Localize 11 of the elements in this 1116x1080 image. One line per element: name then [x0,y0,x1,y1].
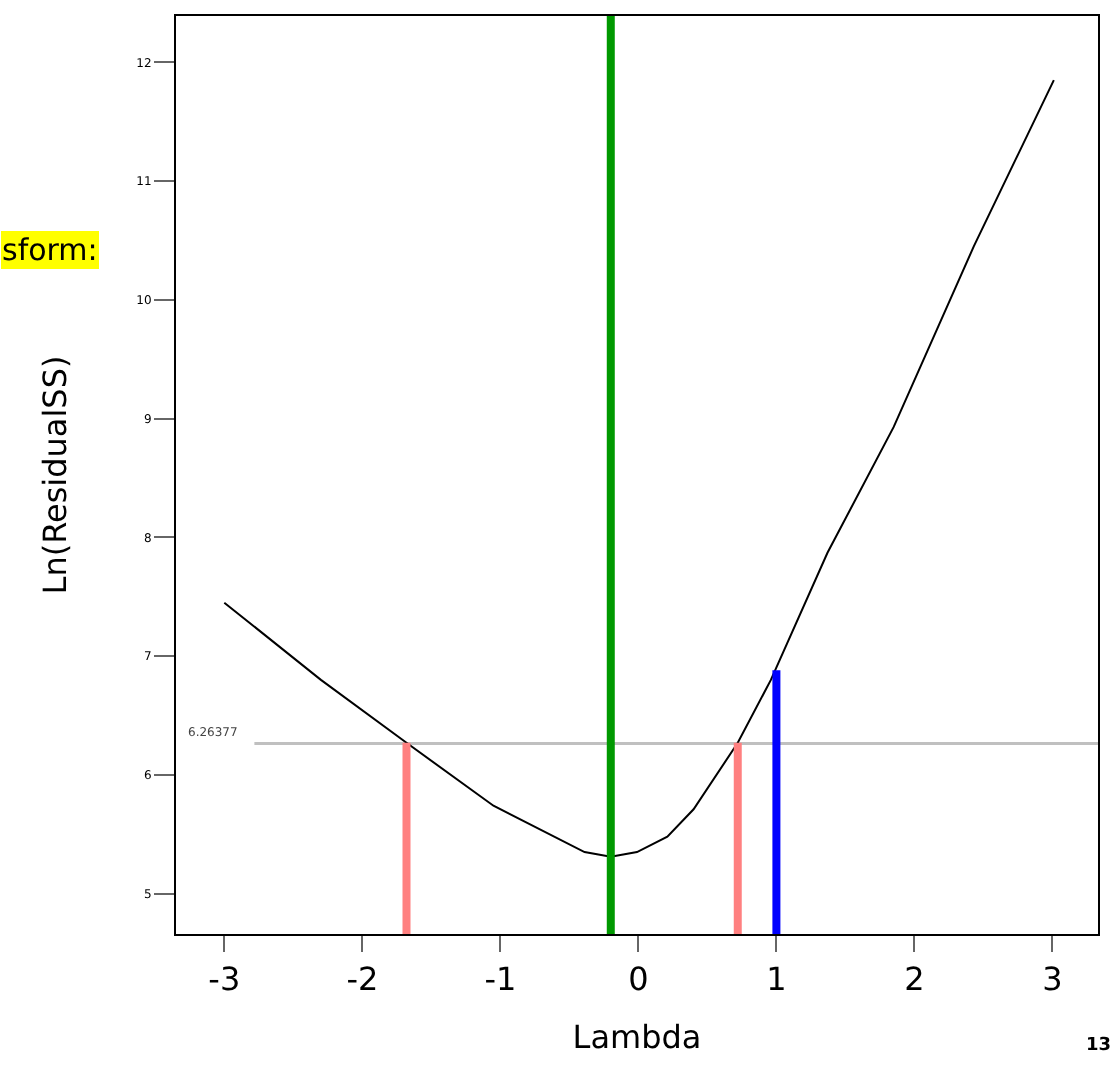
text: sform: [2,232,98,268]
text: 13 [1086,1036,1112,1056]
x-axis-title: Lambda [572,1017,702,1056]
x-tick-label: 1 [766,960,787,999]
y-axis-title: Ln(ResidualSS) [36,355,75,595]
x-tick-label: -3 [208,960,241,999]
x-tick-label: 3 [1042,960,1063,999]
x-tick-label: -1 [484,960,517,999]
x-tick-label: -2 [346,960,379,999]
x-tick-label: 2 [904,960,925,999]
x-tick-label: 0 [628,960,649,999]
